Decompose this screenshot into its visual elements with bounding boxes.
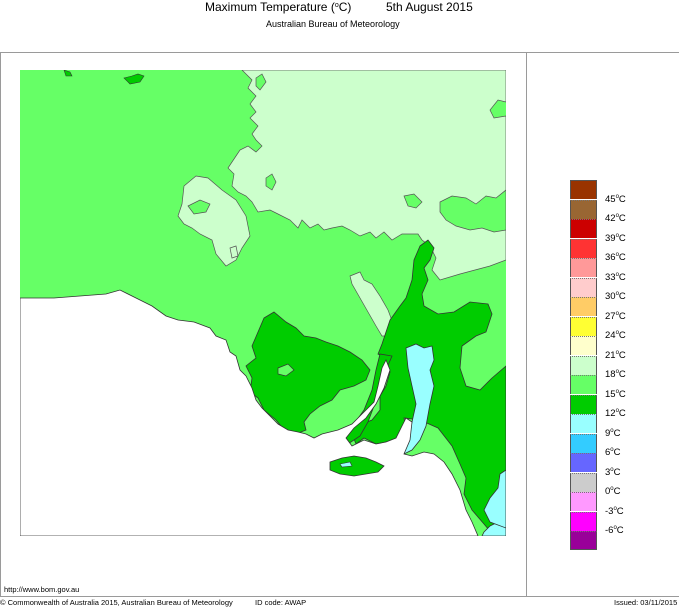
legend-label: 24oC [605,330,626,341]
source-url[interactable]: http://www.bom.gov.au [4,585,80,594]
legend-swatch [570,433,597,453]
legend-swatch [570,531,597,550]
zone-18-21-west [177,175,251,267]
legend-swatch [570,219,597,238]
legend-label: 18oC [605,369,626,380]
legend-label: 21oC [605,349,626,361]
legend-label: 27oC [605,310,626,322]
legend-swatch [570,414,597,433]
temperature-map [20,70,506,536]
map-frame [0,52,679,597]
legend-swatch [570,394,597,414]
legend-swatch [570,258,597,277]
legend-swatch [570,472,597,492]
legend-label: 36oC [605,252,626,263]
legend-swatch [570,355,597,375]
legend-swatch [570,199,597,219]
legend-label: -3oC [605,505,624,517]
legend-swatch [570,277,597,297]
legend-label: 45oC [605,193,626,205]
legend-swatch [570,375,597,394]
legend-swatch [570,336,597,355]
kangaroo-island [329,455,385,477]
title-date: 5th August 2015 [386,0,473,14]
legend-label: 42oC [605,213,626,224]
legend-label: 15oC [605,388,626,400]
legend-swatch [570,492,597,511]
legend-divider [526,52,527,596]
legend-label: 3oC [605,466,621,478]
title-text: Maximum Temperature (oC) [205,0,352,14]
copyright: © Commonwealth of Australia 2015, Austra… [0,598,233,607]
legend-swatch [570,180,597,199]
legend-label: 6oC [605,447,621,458]
legend-label: 12oC [605,408,626,419]
zone-18-21-northeast [227,70,506,281]
zone-12-15-eyre [245,311,371,435]
legend-swatch [570,297,597,316]
legend-swatch [570,316,597,336]
chart-title: Maximum Temperature (oC) 5th August 2015 [0,0,680,20]
issued-date: Issued: 03/11/2015 [614,598,678,607]
legend-swatch [570,238,597,258]
legend-label: -6oC [605,525,624,536]
subtitle: Australian Bureau of Meteorology [266,19,400,29]
id-code: ID code: AWAP [255,598,307,607]
legend-swatch [570,453,597,472]
legend-label: 9oC [605,427,621,439]
legend-label: 39oC [605,232,626,244]
legend-swatch [570,511,597,531]
legend-label: 33oC [605,271,626,283]
legend-label: 0oC [605,486,621,497]
legend-label: 30oC [605,291,626,302]
